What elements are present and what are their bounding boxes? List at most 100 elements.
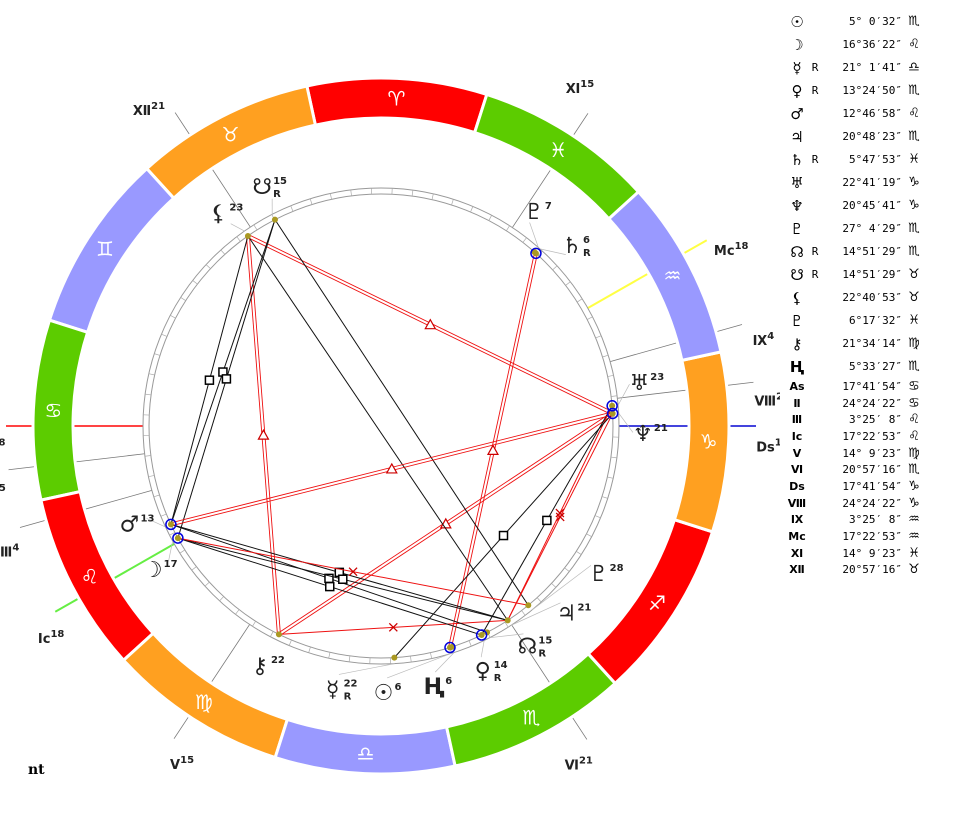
house-label: Ⅷ25: [754, 392, 780, 410]
degree-tick: [522, 237, 527, 243]
sign-glyph: ♍︎: [195, 690, 213, 714]
planet-degree: 23: [650, 372, 664, 383]
cell-pos: 6°17′32″: [849, 314, 902, 327]
house-degree: 15: [180, 755, 194, 766]
house-label: Ⅱ25: [0, 483, 6, 501]
cell-glyph: ♇: [790, 219, 804, 238]
cell-pos: 5° 0′32″: [849, 15, 902, 28]
planet-row-venus: ♀ R 13°24′50″ ♏︎: [786, 79, 926, 102]
degree-tick: [309, 198, 313, 205]
south-node-wheel-glyph: ☋: [252, 175, 272, 200]
house-cusp-line: [54, 543, 175, 613]
planet-row-mercury: ☿ R 21° 1′41″ ♎︎: [786, 56, 926, 79]
cell-pos: 14° 9′23″: [842, 446, 902, 460]
degree-tick: [160, 513, 167, 517]
degree-tick: [253, 224, 258, 231]
degree-tick: [179, 549, 186, 554]
cell-glyph: ☋: [790, 265, 804, 284]
sign-segment: [472, 92, 641, 221]
chart-wheel: ♈︎ ♉︎ ♊︎ ♋︎ ♌︎ ♍︎ ♎︎ ♏︎ ♐︎ ♑︎ ♒︎ ♓︎ As18 Ⅱ25 Ⅲ4 Ic18 Ⅴ15…: [0, 76, 780, 776]
house-label: As18: [0, 438, 5, 456]
retrograde-mark: R: [583, 248, 591, 259]
square-marker: [221, 374, 232, 384]
glyph-pointer-line: [480, 640, 485, 658]
cell-glyph: ♇: [790, 311, 804, 330]
cell-retro: R: [811, 84, 819, 97]
north-node-wheel-glyph: ☊: [518, 634, 538, 659]
cell-glyph: ☿: [792, 58, 802, 77]
cell-glyph: ♄: [790, 150, 804, 169]
cell-sign: ♉︎: [908, 562, 920, 578]
planet-row-north-node: ☊ R 14°51′29″ ♏︎: [786, 240, 926, 263]
glyph-pointer-line: [387, 652, 452, 679]
planet-point: [504, 617, 511, 624]
planet-degree: 23: [229, 202, 243, 213]
sextile-marker: [555, 508, 565, 518]
highlight-ring: [475, 629, 488, 641]
cell-pos: 20°57′16″: [842, 563, 902, 577]
planet-degree: 15: [538, 635, 552, 646]
retrograde-mark: R: [344, 691, 352, 702]
chart-label: nt: [28, 762, 45, 778]
planet-point: [525, 602, 532, 609]
degree-tick: [288, 639, 292, 646]
planet-point: [244, 232, 251, 239]
degree-tick: [161, 333, 168, 337]
degree-tick: [270, 631, 274, 637]
square-marker: [324, 573, 334, 584]
uranus-wheel-glyph: ♅: [629, 371, 649, 396]
trine-marker: [385, 462, 398, 474]
cell-glyph: ☊: [790, 242, 804, 261]
cell-sign: ♌︎: [908, 412, 920, 428]
planet-row-chiron: ⚷ 21°34′14″ ♍︎: [786, 332, 926, 355]
cell-glyph: Ⅲ: [791, 413, 803, 427]
house-row: Ⅻ 20°57′16″ ♉︎: [786, 562, 926, 579]
cell-glyph: ☉: [790, 12, 804, 31]
planet-row-south-node: ☋ R 14°51′29″ ♉︎: [786, 263, 926, 286]
degree-tick: [329, 193, 332, 200]
cell-pos: 22°41′19″: [842, 176, 902, 189]
house-label: Ic18: [38, 629, 65, 647]
cell-pos: 17°41′54″: [842, 479, 902, 493]
planet-degree: 7: [545, 201, 552, 212]
house-cusp-line: [173, 624, 250, 739]
trine-marker: [486, 444, 499, 456]
cell-pos: 20°48′23″: [842, 130, 902, 143]
cell-sign: ♏︎: [908, 221, 920, 236]
planet-row-neptune: ♆ 20°45′41″ ♑︎: [786, 194, 926, 217]
cell-pos: 14°51′29″: [842, 245, 902, 258]
house-label: Ⅺ15: [566, 79, 595, 97]
house-cusp-line: [174, 112, 251, 228]
sign-glyph: ♌︎: [81, 564, 99, 588]
house-cusp-line: [8, 453, 145, 471]
jupiter-wheel-glyph: ♃: [557, 602, 577, 627]
degree-tick: [145, 393, 152, 396]
degree-tick: [430, 652, 433, 659]
sextile-marker: [555, 512, 565, 522]
pluto-wheel-glyph: ♇: [589, 562, 609, 587]
planet-degree: 21: [654, 423, 668, 434]
house-cusp-line: [587, 239, 708, 309]
cell-pos: 17°22′53″: [842, 429, 902, 443]
degree-tick: [191, 566, 197, 571]
degree-tick: [565, 281, 571, 286]
degree-tick: [192, 280, 198, 285]
planet-row-uranus: ♅ 22°41′19″ ♑︎: [786, 171, 926, 194]
cell-sign: ♑︎: [908, 198, 920, 213]
house-label: Ⅲ4: [0, 543, 19, 561]
cell-glyph: Ⅻ: [789, 563, 805, 577]
cell-glyph: Ⅱ: [793, 396, 801, 410]
planet-point: [531, 248, 538, 255]
house-degree: 4: [12, 543, 19, 554]
cell-glyph: Ⅸ: [790, 513, 804, 527]
house-label: Ⅴ15: [170, 755, 194, 773]
cell-sign: ♑︎: [908, 478, 920, 494]
glyph-pointer-line: [539, 248, 566, 255]
house-row: Ic 17°22′53″ ♌︎: [786, 428, 926, 445]
planet-point: [174, 535, 181, 542]
house-cusp-line: [511, 624, 588, 740]
planet-degree: 6: [394, 682, 401, 693]
house-row: Mc 17°22′53″ ♒︎: [786, 528, 926, 545]
degree-tick: [204, 581, 210, 587]
cell-glyph: Mc: [788, 530, 806, 544]
